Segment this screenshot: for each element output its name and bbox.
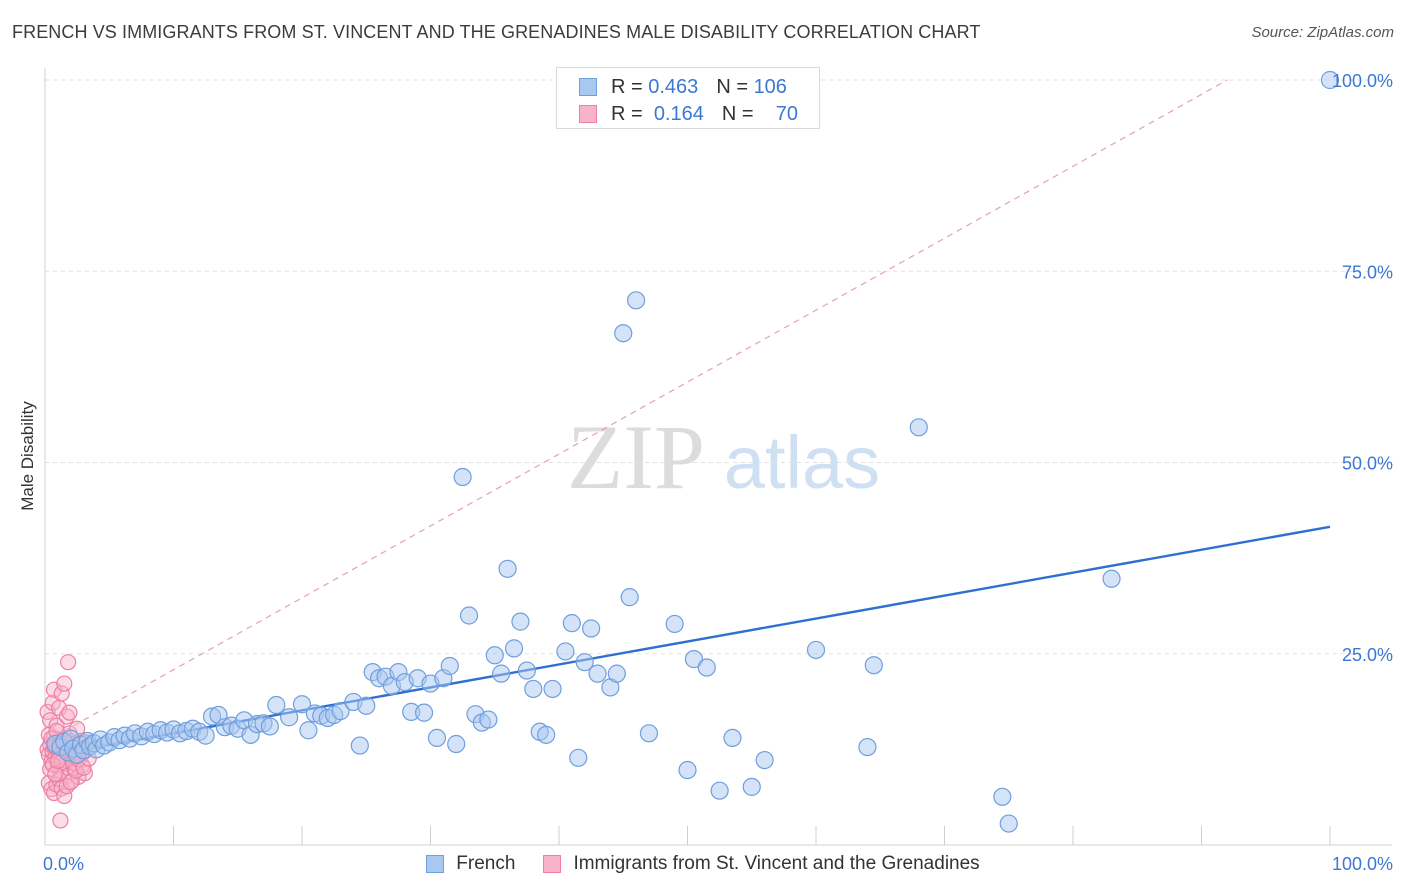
legend-label: French xyxy=(456,853,516,874)
french-swatch xyxy=(426,855,445,873)
french-point xyxy=(331,702,350,721)
french-point xyxy=(806,640,826,660)
x-tick-label: 0.0% xyxy=(43,854,84,874)
immigrants-swatch xyxy=(543,855,562,873)
r-value: 0.164 xyxy=(653,102,704,125)
r-value: 0.463 xyxy=(648,75,699,98)
r-label: R = xyxy=(611,75,643,98)
r-label: R = xyxy=(611,102,643,125)
immigrant-point xyxy=(56,675,73,692)
immigrant-point xyxy=(53,685,70,702)
french-point xyxy=(742,777,761,796)
french-points xyxy=(46,70,1340,833)
n-label: N = xyxy=(716,75,748,98)
french-point xyxy=(755,750,774,770)
french-point xyxy=(575,653,594,672)
french-point xyxy=(498,559,517,578)
grid-lines xyxy=(45,79,1392,655)
french-point xyxy=(582,619,601,638)
french-swatch xyxy=(579,78,597,96)
french-point xyxy=(299,721,318,740)
y-tick-label: 25.0% xyxy=(1342,645,1393,665)
stats-row-immigrants: R = 0.164 N = 70 xyxy=(579,102,798,126)
french-point xyxy=(280,708,299,727)
legend-item-french[interactable]: French xyxy=(426,853,515,875)
watermark: ZIP atlas xyxy=(567,406,880,508)
french-point xyxy=(485,646,504,665)
series-legend: French Immigrants from St. Vincent and t… xyxy=(0,851,1406,877)
legend-label: Immigrants from St. Vincent and the Gren… xyxy=(573,853,980,874)
french-point xyxy=(562,614,581,633)
french-point xyxy=(459,606,479,625)
n-value: 70 xyxy=(775,102,799,125)
french-point xyxy=(626,291,646,310)
chart-title: FRENCH VS IMMIGRANTS FROM ST. VINCENT AN… xyxy=(12,22,981,42)
french-point xyxy=(524,679,543,699)
french-point xyxy=(260,717,279,736)
french-point xyxy=(620,588,639,607)
immigrants-swatch xyxy=(579,105,597,123)
y-tick-label: 50.0% xyxy=(1342,454,1393,474)
french-point xyxy=(556,642,575,661)
y-tick-label: 75.0% xyxy=(1342,262,1393,282)
watermark-zip: ZIP xyxy=(567,406,705,508)
french-point xyxy=(1320,70,1340,90)
x-tick-label: 100.0% xyxy=(1332,854,1393,874)
french-point xyxy=(864,656,883,675)
immigrant-point xyxy=(60,654,77,671)
watermark-atlas: atlas xyxy=(724,421,880,504)
immigrant-point xyxy=(61,704,78,721)
n-label: N = xyxy=(721,102,754,125)
french-point xyxy=(267,695,286,715)
french-point xyxy=(350,736,369,755)
french-point xyxy=(678,760,697,780)
french-point xyxy=(614,324,633,343)
french-point xyxy=(196,726,215,745)
french-point xyxy=(453,467,472,487)
n-value: 106 xyxy=(753,75,787,98)
french-point xyxy=(292,695,312,714)
legend-item-immigrants[interactable]: Immigrants from St. Vincent and the Gren… xyxy=(543,853,980,875)
french-point xyxy=(517,661,536,680)
y-tick-label: 100.0% xyxy=(1332,71,1393,91)
french-point xyxy=(1102,569,1121,588)
french-point xyxy=(639,724,659,743)
french-point xyxy=(440,656,459,676)
french-point xyxy=(569,748,588,767)
french-point xyxy=(357,696,376,715)
french-point xyxy=(607,664,626,683)
french-point xyxy=(479,710,498,729)
source-label: Source: ZipAtlas.com xyxy=(1251,24,1394,41)
french-point xyxy=(999,814,1018,833)
french-point xyxy=(665,614,684,634)
french-point xyxy=(427,728,447,748)
french-point xyxy=(543,679,562,699)
french-point xyxy=(447,734,466,754)
french-point xyxy=(684,650,704,669)
french-point xyxy=(909,418,928,437)
french-point xyxy=(504,639,524,658)
french-point xyxy=(537,725,556,744)
french-point xyxy=(993,787,1012,806)
french-point xyxy=(697,658,716,677)
french-point xyxy=(511,612,530,631)
stats-row-french: R = 0.463 N = 106 xyxy=(579,75,787,99)
immigrant-point xyxy=(47,765,64,782)
french-point xyxy=(588,664,607,683)
y-axis-label: Male Disability xyxy=(18,401,37,511)
axes xyxy=(44,68,1392,846)
french-point xyxy=(710,781,729,800)
french-point xyxy=(723,728,742,748)
immigrant-point xyxy=(52,812,69,829)
french-point xyxy=(414,703,434,722)
immigrant-point xyxy=(56,787,73,805)
french-point xyxy=(858,737,877,757)
immigrants-trend-line xyxy=(44,79,1228,743)
stats-legend: R = 0.463 N = 106 R = 0.164 N = 70 xyxy=(556,67,820,129)
french-point xyxy=(492,664,511,683)
tick-labels: 25.0% 50.0% 75.0% 100.0% 0.0% 100.0% xyxy=(43,71,1393,874)
